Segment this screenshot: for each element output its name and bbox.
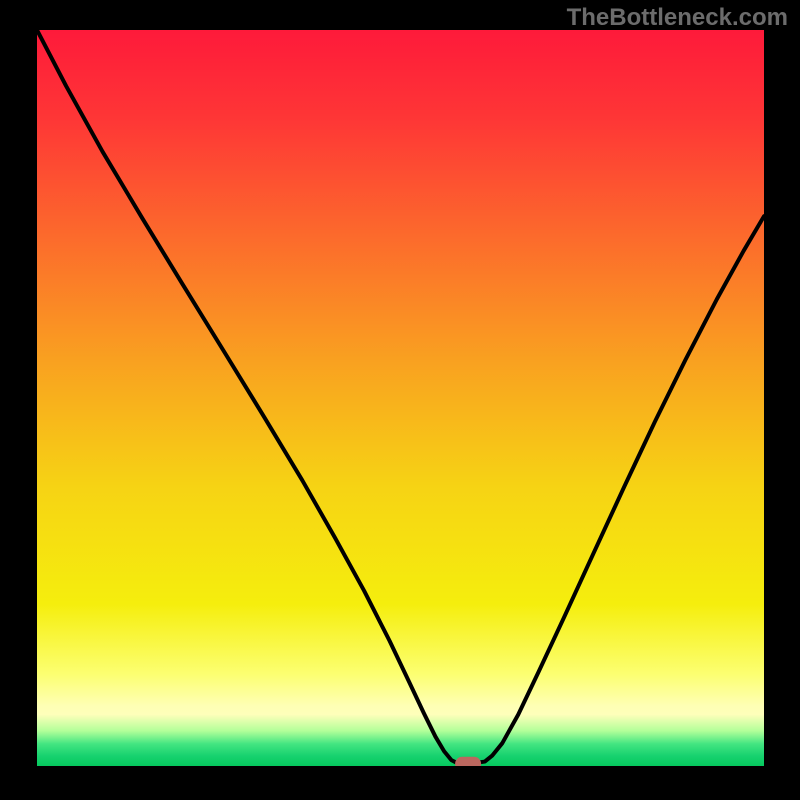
stage: TheBottleneck.com [0,0,800,800]
bottleneck-chart [37,30,764,766]
bottleneck-marker [455,757,481,766]
chart-background-gradient [37,30,764,766]
watermark-text: TheBottleneck.com [567,4,788,32]
